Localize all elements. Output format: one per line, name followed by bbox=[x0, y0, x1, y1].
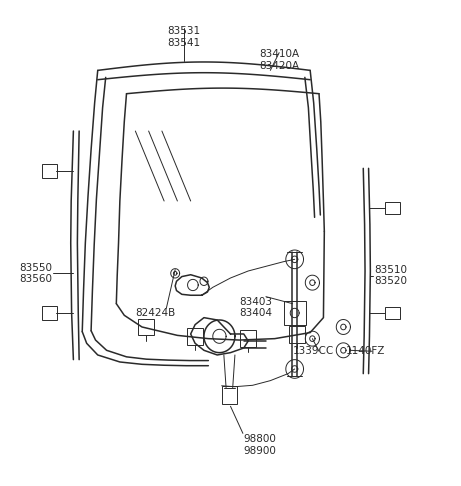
Bar bbox=[385, 307, 400, 319]
Text: 83531
83541: 83531 83541 bbox=[167, 26, 201, 48]
Bar bbox=[187, 328, 203, 345]
Bar bbox=[240, 330, 256, 347]
Bar bbox=[284, 301, 306, 325]
Text: 83510
83520: 83510 83520 bbox=[374, 265, 408, 286]
Text: 83410A
83420A: 83410A 83420A bbox=[259, 50, 299, 71]
Bar bbox=[42, 164, 57, 178]
Bar bbox=[289, 326, 305, 343]
Bar bbox=[138, 319, 154, 335]
Bar bbox=[222, 386, 237, 404]
Text: 83403
83404: 83403 83404 bbox=[239, 296, 272, 318]
Text: 83550
83560: 83550 83560 bbox=[19, 262, 52, 284]
Bar bbox=[42, 306, 57, 320]
Bar bbox=[385, 202, 400, 214]
Text: 82424B: 82424B bbox=[136, 308, 176, 318]
Text: 1339CC: 1339CC bbox=[292, 346, 334, 356]
Text: 98800
98900: 98800 98900 bbox=[244, 434, 277, 456]
Text: 1140FZ: 1140FZ bbox=[346, 346, 385, 356]
